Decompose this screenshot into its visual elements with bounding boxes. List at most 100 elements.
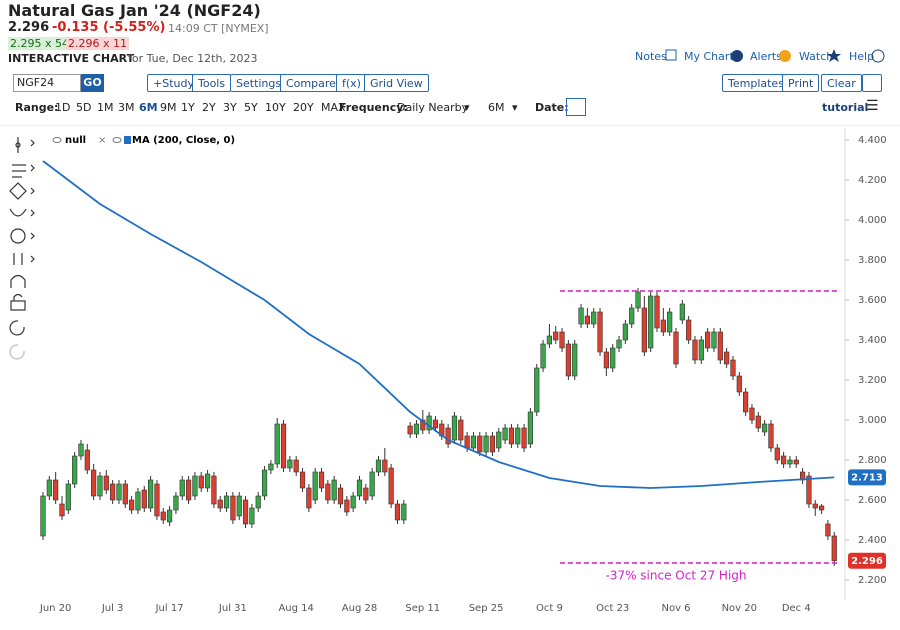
candle-body [496,431,502,449]
candle-body [299,471,306,489]
x-tick-label: Jul 17 [155,603,184,614]
candle-body [407,425,413,435]
range-button[interactable]: 5Y [244,101,258,114]
candle-body [445,427,451,445]
candle-body [768,423,774,449]
candle-body [306,487,312,509]
chart: null × MA (200, Close, 0) 2.200 2.400 2.60… [0,125,900,614]
candle-body [730,359,736,377]
candle-body [603,351,609,369]
x-tick-label: Aug 28 [342,603,377,614]
candle-body [673,331,679,365]
candle-body [293,459,299,473]
candle-body [527,411,534,445]
date-picker[interactable] [566,98,586,116]
candle-body [122,483,128,505]
candle-body [78,443,84,457]
range-button[interactable]: MAX [321,101,346,114]
go-button[interactable]: GO [81,74,104,92]
x-tick-label: Oct 9 [536,603,563,614]
range-button[interactable]: 20Y [293,101,314,114]
range-button[interactable]: 6M [139,101,158,114]
candle-body [711,331,717,349]
toolbar-button[interactable]: Settings [230,74,288,92]
toolbar-button[interactable]: Tools [192,74,232,92]
candle-body [736,375,742,393]
candle-body [59,503,65,517]
candle-body [515,427,521,445]
candle-body [572,343,578,377]
candle-body [185,479,192,501]
toolbar-button[interactable]: Clear [821,74,862,92]
candle-body [242,499,249,525]
menu-icon[interactable]: ☰ [866,98,879,114]
toolbar-button[interactable]: Templates [722,74,790,92]
candle-body [774,447,780,461]
candle-body [97,475,103,497]
toolbar-button[interactable]: Compare [280,74,342,92]
link[interactable]: Alerts [750,50,782,63]
range-button[interactable]: 9M [160,101,177,114]
toolbar-button[interactable]: f(x) [336,74,367,92]
toolbar-button[interactable]: Print [782,74,820,92]
candle-body [578,307,584,325]
candle-body [559,331,565,349]
price-tag [848,552,886,569]
y-tick-label: 2.600 [858,495,887,506]
y-tick-label: 3.600 [858,295,887,306]
candle-body [451,415,458,441]
candle-body [489,435,496,453]
candle-body [477,435,483,453]
candle-body [420,419,426,431]
link[interactable]: Watch [799,50,834,63]
symbol-input[interactable]: NGF24 [13,74,81,92]
eye-icon[interactable] [52,137,62,143]
link[interactable]: Help [849,50,875,63]
range-button[interactable]: 3Y [223,101,237,114]
range-button[interactable]: 10Y [265,101,286,114]
frequency-select[interactable]: Daily Nearby [397,101,469,114]
candle-body [654,295,660,329]
candle-body [141,489,147,509]
candle-body [211,475,217,505]
remove-icon[interactable]: × [98,135,106,146]
range-button[interactable]: 2Y [202,101,216,114]
candle-body [508,427,515,445]
quote-time: 14:09 CT [NYMEX] [168,22,269,35]
price-tag [848,469,886,486]
expand-button[interactable] [862,74,882,92]
y-tick-label: 4.400 [858,135,887,146]
candle-body [369,471,375,497]
candle-body [91,469,97,497]
range-button[interactable]: 5D [76,101,92,114]
candle-body [591,311,597,325]
candle-body [755,415,761,429]
tutorial-link[interactable]: tutorial [822,101,869,114]
eye-icon[interactable] [112,137,122,143]
candle-body [762,423,768,433]
link[interactable]: My Charts [684,50,740,63]
range-button[interactable]: 1M [97,101,114,114]
candle-body [413,423,420,435]
range-button[interactable]: 1Y [181,101,195,114]
y-tick-label: 4.000 [858,215,887,226]
candle-body [692,339,698,361]
candle-body [230,495,236,521]
link[interactable]: Notes [635,50,667,63]
range-button[interactable]: 1D [55,101,71,114]
candle-body [717,331,723,361]
candle-body [236,495,242,517]
candle-body [648,295,654,349]
candle-body [312,471,318,501]
toolbar-button[interactable]: +Study [147,74,200,92]
period-select[interactable]: 6M [488,101,505,114]
toolbar-button[interactable]: Grid View [364,74,429,92]
bid: 2.295 x 54 [8,37,71,50]
range-button[interactable]: 3M [118,101,135,114]
candle-body [743,391,749,413]
x-tick-label: Nov 6 [661,603,690,614]
x-tick-label: Jul 31 [218,603,247,614]
candle-body [325,483,331,501]
candle-body [65,483,71,511]
